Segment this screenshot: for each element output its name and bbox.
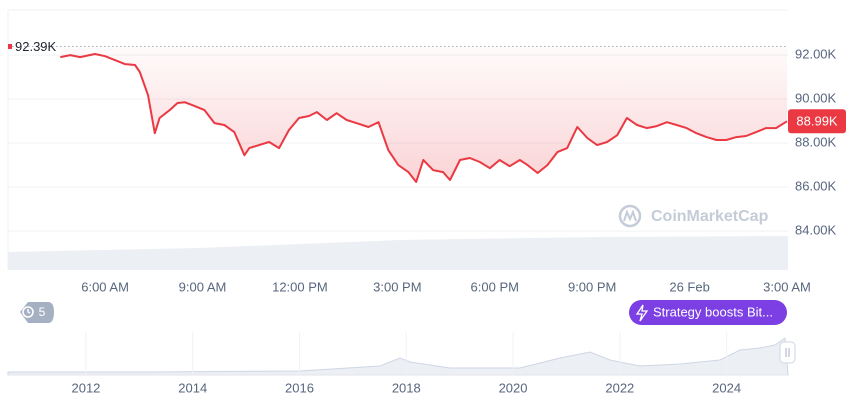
main-plot: 84.00K 86.00K 88.00K 90.00K 92.00K 6:00 AM 9:0…: [8, 39, 846, 294]
history-icon: [22, 306, 34, 318]
navigator-year-label: 2022: [605, 380, 634, 395]
news-text: Strategy boosts Bit...: [653, 304, 773, 319]
watermark-logo-mark: [623, 209, 637, 222]
handle-grip: [785, 348, 790, 357]
x-tick-label: 12:00 PM: [272, 279, 328, 294]
y-tick-label: 88.00K: [795, 135, 837, 150]
y-tick-label: 90.00K: [795, 91, 837, 106]
history-icon-hand: [27, 309, 31, 314]
navigator-year-label: 2014: [178, 380, 207, 395]
lightning-icon: [635, 304, 649, 322]
history-badge[interactable]: 5: [20, 302, 54, 323]
x-tick-label: 6:00 PM: [471, 279, 519, 294]
watermark: CoinMarketCap: [651, 208, 769, 225]
x-tick-label: 26 Feb: [669, 279, 709, 294]
y-tick-label: 84.00K: [795, 223, 837, 238]
navigator-handle[interactable]: [779, 341, 796, 364]
news-pill[interactable]: Strategy boosts Bit...: [629, 300, 787, 325]
navigator: 2024 2012 2014 2016 2018 2020 2022: [7, 332, 796, 395]
price-tag: [788, 109, 846, 134]
y-tick-label: 92.00K: [795, 47, 837, 62]
navigator-year-label: 2016: [285, 380, 314, 395]
x-tick-label: 3:00 PM: [373, 279, 421, 294]
watermark-logo: [618, 204, 642, 228]
x-tick-label: 3:00 AM: [763, 279, 811, 294]
x-tick-label: 9:00 PM: [568, 279, 616, 294]
navigator-year-label: 2024: [712, 380, 741, 395]
history-count: 5: [39, 305, 46, 319]
price-tag-label: 88.99K: [796, 114, 838, 129]
x-tick-label: 9:00 AM: [179, 279, 227, 294]
navigator-year-label: 2012: [71, 380, 100, 395]
high-marker-dot: [8, 44, 12, 50]
navigator-area: [7, 337, 789, 376]
high-marker-label: 92.39K: [15, 39, 57, 54]
navigator-year-label: 2020: [499, 380, 528, 395]
y-tick-label: 86.00K: [795, 179, 837, 194]
navigator-year-label: 2018: [392, 380, 421, 395]
price-line: [60, 53, 788, 183]
x-tick-label: 6:00 AM: [81, 279, 129, 294]
volume-band: [8, 236, 788, 270]
